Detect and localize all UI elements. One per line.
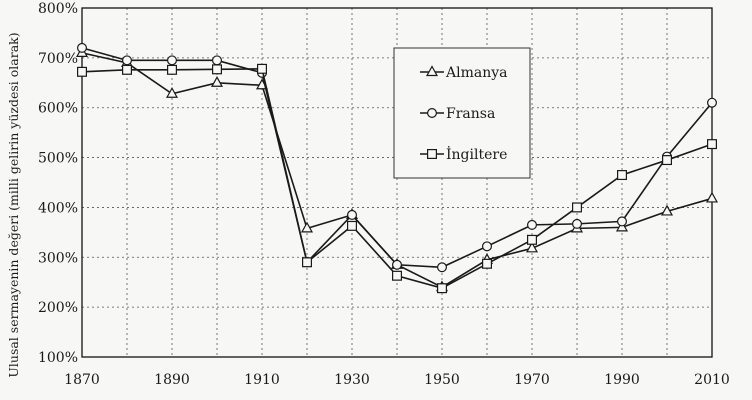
- data-point-i-ngiltere: [661, 155, 672, 166]
- legend-marker-almanya: [425, 65, 439, 77]
- data-point-fransa: [706, 97, 717, 108]
- data-point-i-ngiltere: [121, 64, 132, 75]
- legend-marker-i-ngiltere: [427, 149, 438, 160]
- data-point-fransa: [76, 42, 87, 53]
- x-tick-label: 1890: [154, 372, 190, 388]
- legend-item-i-ngiltere: İngiltere: [420, 145, 507, 163]
- data-point-i-ngiltere: [257, 63, 268, 74]
- legend-marker-fransa: [427, 107, 438, 118]
- y-tick-label: 300%: [38, 250, 78, 266]
- data-point-almanya: [300, 221, 314, 233]
- data-point-i-ngiltere: [616, 170, 627, 181]
- legend-item-fransa: Fransa: [420, 106, 495, 122]
- x-tick-label: 1870: [64, 372, 100, 388]
- y-tick-label: 100%: [38, 350, 78, 366]
- data-point-fransa: [121, 55, 132, 66]
- x-tick-label: 2010: [694, 372, 730, 388]
- data-point-i-ngiltere: [212, 64, 223, 75]
- y-tick-label: 200%: [38, 300, 78, 316]
- data-point-fransa: [482, 241, 493, 252]
- data-point-almanya: [165, 87, 179, 98]
- legend-label: Almanya: [445, 65, 507, 81]
- data-point-i-ngiltere: [302, 257, 313, 268]
- data-point-i-ngiltere: [392, 270, 403, 281]
- data-point-i-ngiltere: [437, 283, 448, 294]
- legend: Almanya Fransa İngiltere: [393, 47, 531, 179]
- data-point-fransa: [347, 209, 358, 220]
- plot-frame: [81, 7, 713, 358]
- x-tick-label: 1910: [244, 372, 280, 388]
- data-point-almanya: [705, 191, 719, 203]
- series-i-ngiltere: [76, 63, 717, 294]
- y-axis-title: Ulusal sermayenin değeri (milli gelirin …: [6, 32, 21, 377]
- data-point-almanya: [210, 76, 224, 87]
- x-tick-label: 1950: [424, 372, 460, 388]
- legend-box: [393, 47, 531, 179]
- data-point-almanya: [660, 204, 674, 216]
- legend-label: Fransa: [446, 106, 495, 122]
- series-layer: [75, 42, 719, 294]
- data-point-fransa: [437, 262, 448, 273]
- data-point-fransa: [167, 55, 178, 66]
- data-point-fransa: [571, 218, 582, 229]
- axes-layer: 100% 200% 300% 400% 500% 600% 700% 800% 1870 1890…: [38, 1, 730, 388]
- legend-label: İngiltere: [446, 145, 507, 163]
- y-tick-label: 700%: [38, 51, 78, 67]
- x-tick-label: 1990: [604, 372, 640, 388]
- data-point-fransa: [526, 219, 537, 230]
- x-tick-label: 1970: [514, 372, 550, 388]
- data-point-almanya: [525, 241, 539, 253]
- data-point-fransa: [212, 55, 223, 66]
- y-tick-label: 800%: [38, 1, 78, 17]
- data-point-i-ngiltere: [482, 258, 493, 269]
- legend-item-almanya: Almanya: [420, 65, 507, 81]
- data-point-i-ngiltere: [526, 234, 537, 245]
- data-point-fransa: [392, 259, 403, 270]
- data-point-i-ngiltere: [76, 66, 87, 77]
- data-point-i-ngiltere: [347, 220, 358, 231]
- y-tick-label: 500%: [38, 151, 78, 167]
- data-point-i-ngiltere: [167, 64, 178, 75]
- data-point-fransa: [616, 216, 627, 227]
- data-point-i-ngiltere: [571, 202, 582, 213]
- x-tick-label: 1930: [334, 372, 370, 388]
- data-point-i-ngiltere: [706, 139, 717, 150]
- y-tick-label: 600%: [38, 101, 78, 117]
- y-tick-label: 400%: [38, 200, 78, 216]
